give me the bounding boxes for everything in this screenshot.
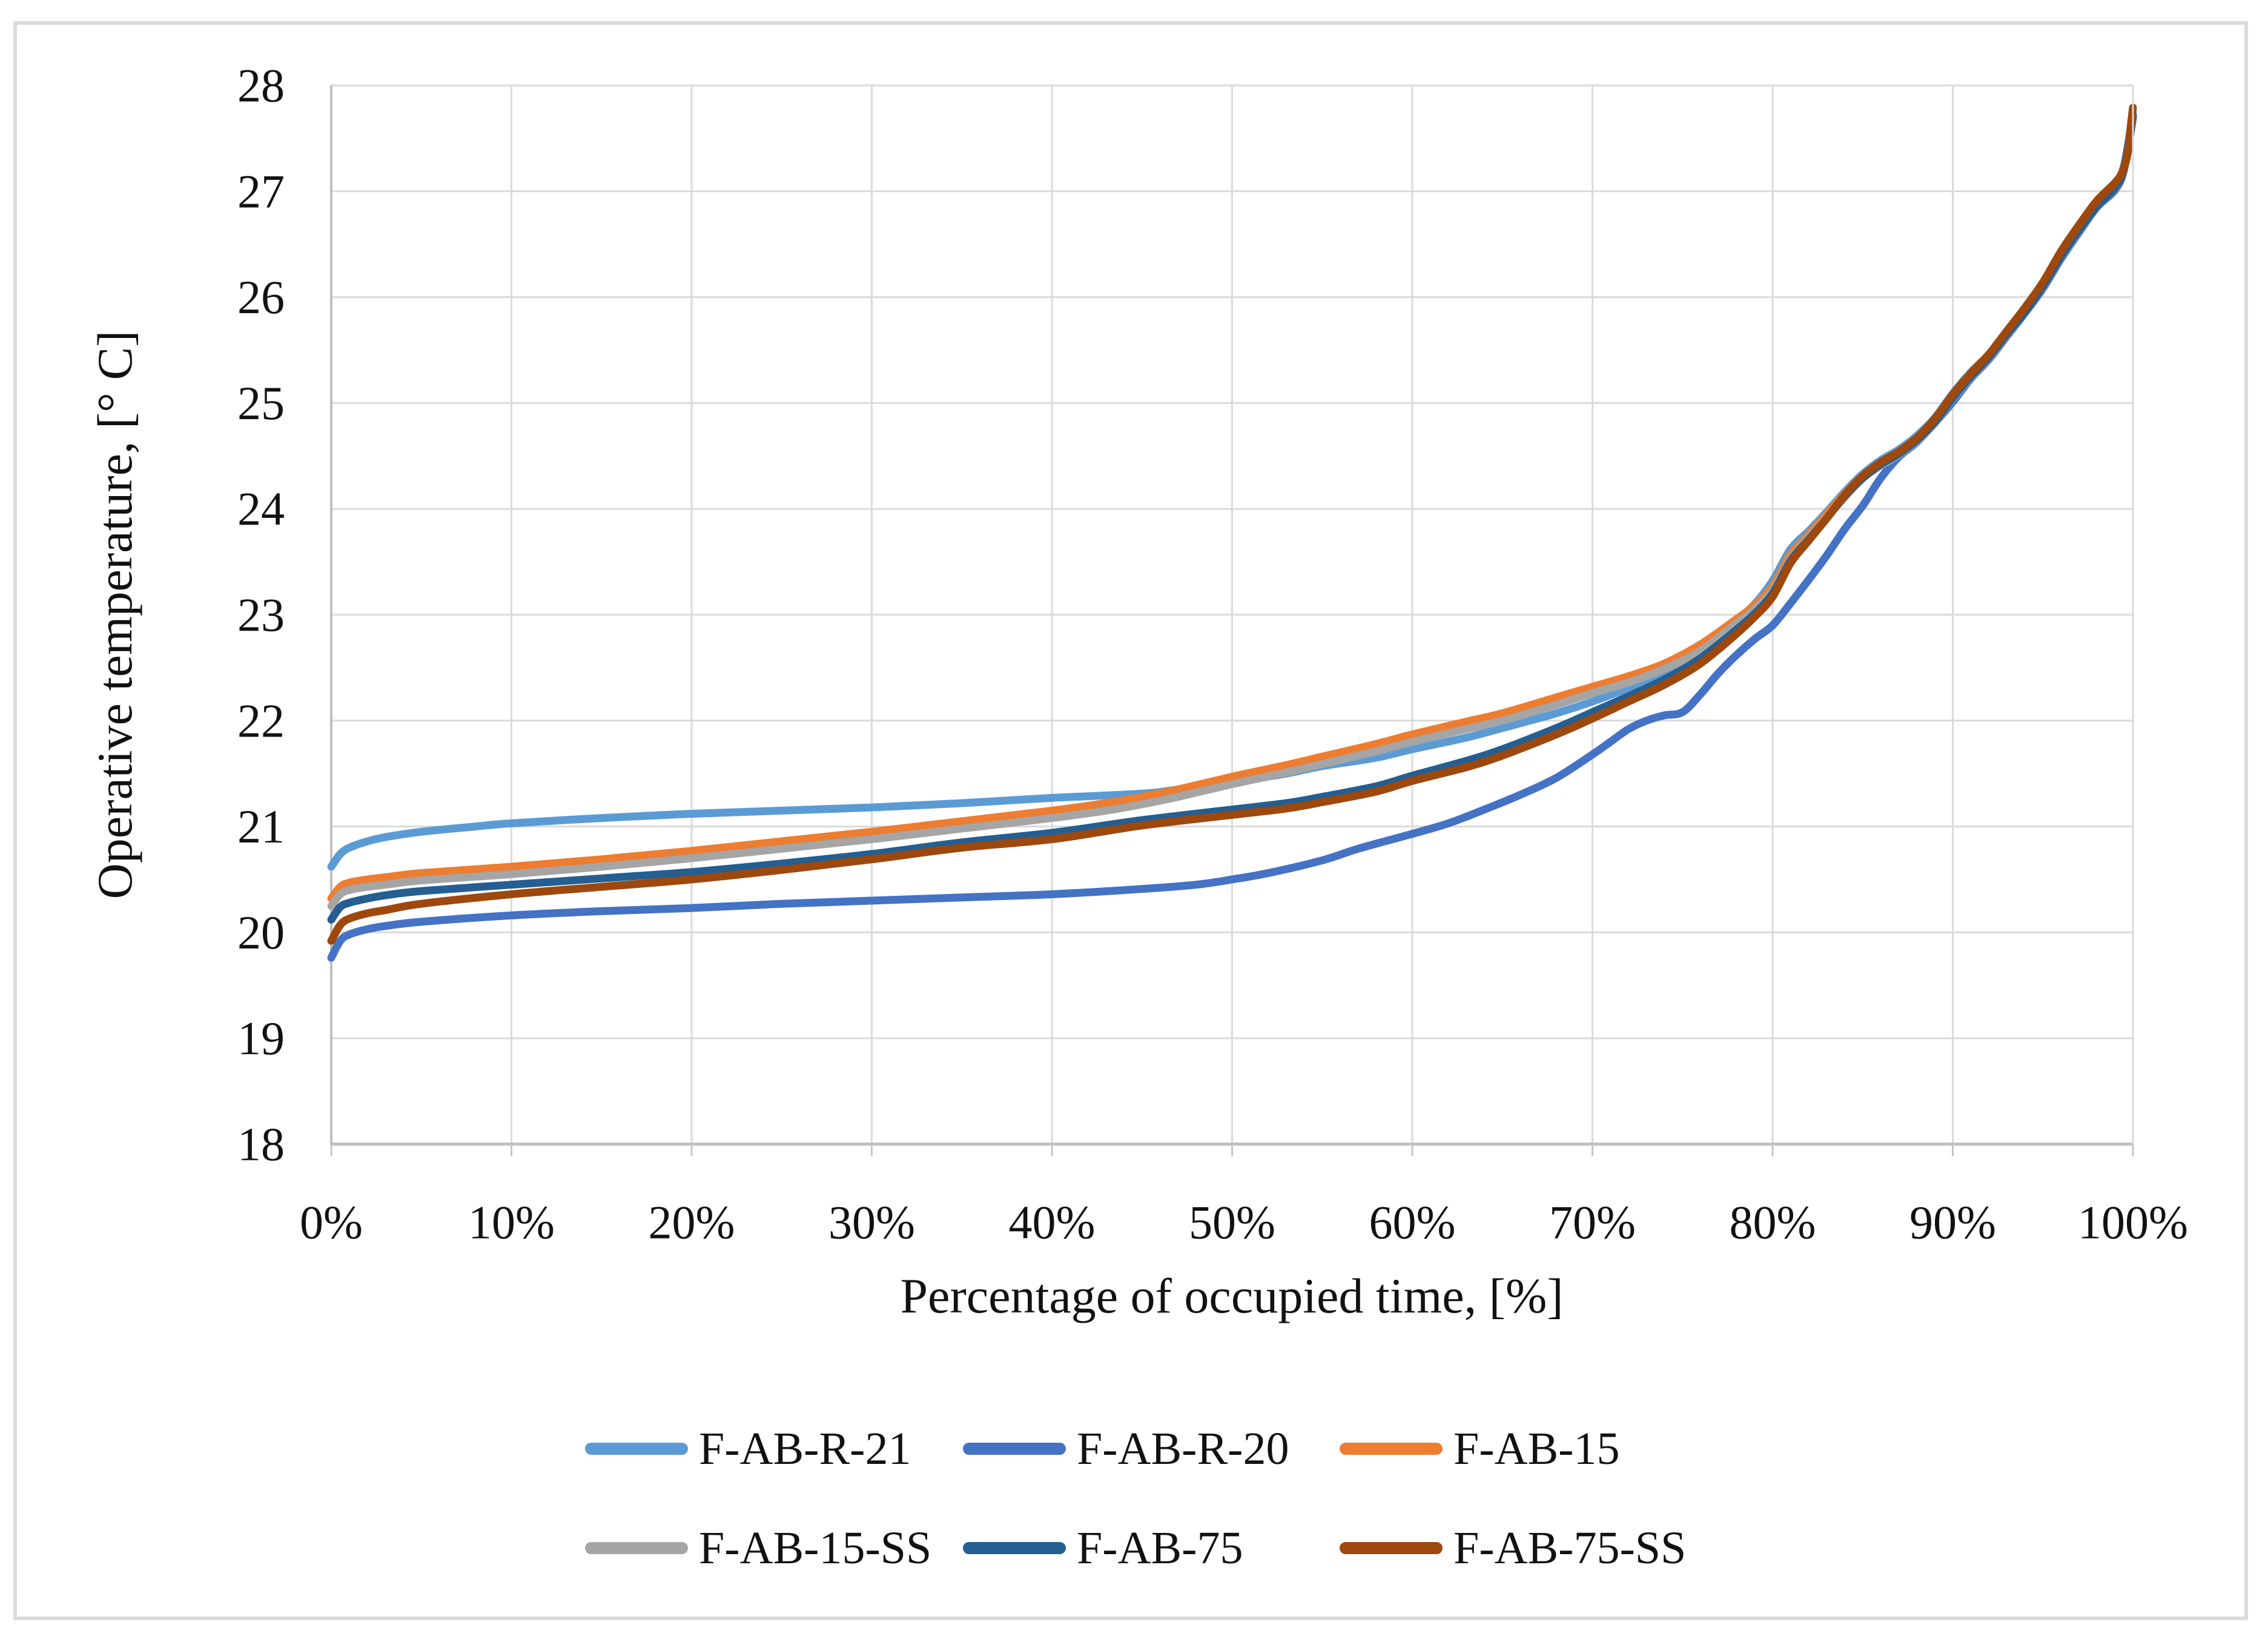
x-tick-label: 70% xyxy=(1549,1196,1636,1249)
y-tick-label: 25 xyxy=(237,377,285,429)
x-tick-label: 90% xyxy=(1909,1196,1996,1249)
x-tick-label: 80% xyxy=(1730,1196,1816,1249)
x-tick-label: 100% xyxy=(2078,1196,2188,1249)
x-tick-label: 30% xyxy=(828,1196,915,1249)
y-axis-title: Operative temperature, [° C] xyxy=(87,330,142,899)
y-tick-label: 23 xyxy=(237,589,285,641)
y-tick-label: 20 xyxy=(237,906,285,959)
x-tick-label: 20% xyxy=(649,1196,735,1249)
x-tick-label: 50% xyxy=(1189,1196,1275,1249)
y-tick-label: 19 xyxy=(237,1012,285,1065)
y-tick-label: 18 xyxy=(237,1118,285,1171)
series-line-f-ab-75-ss xyxy=(327,104,2137,945)
x-tick-label: 40% xyxy=(1009,1196,1096,1249)
y-tick-label: 26 xyxy=(237,271,285,323)
y-tick-label: 28 xyxy=(237,59,285,112)
y-tick-label: 24 xyxy=(237,483,285,535)
x-tick-label: 60% xyxy=(1369,1196,1456,1249)
x-tick-label: 0% xyxy=(300,1196,363,1249)
x-tick-label: 10% xyxy=(468,1196,555,1249)
x-axis-title: Percentage of occupied time, [%] xyxy=(900,1268,1564,1323)
figure-frame xyxy=(13,21,2248,1620)
y-tick-label: 21 xyxy=(237,800,285,853)
y-tick-label: 22 xyxy=(237,694,285,747)
y-tick-label: 27 xyxy=(237,165,285,217)
